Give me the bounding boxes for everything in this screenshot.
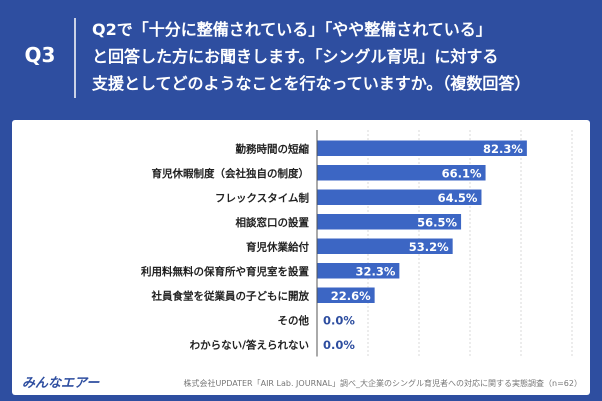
category-label: 相談窓口の設置 (236, 216, 310, 229)
category-label: 育児休暇制度（会社独自の制度） (152, 167, 310, 180)
value-label: 0.0% (323, 338, 355, 352)
question-text: Q2で「十分に整備されている」「やや整備されている」 と回答した方にお聞きします… (92, 16, 592, 97)
header-divider (74, 18, 76, 98)
category-label: フレックスタイム制 (215, 191, 309, 204)
category-label: その他 (278, 314, 310, 327)
value-label: 64.5% (438, 191, 478, 205)
category-label: 勤務時間の短縮 (236, 142, 310, 155)
value-label: 0.0% (323, 313, 355, 327)
value-label: 66.1% (442, 166, 482, 180)
category-label: 利用料無料の保育所や育児室を設置 (141, 265, 309, 278)
bar (317, 165, 486, 181)
bar (317, 263, 400, 279)
bar (317, 287, 375, 303)
category-label: 育児休業給付 (246, 240, 309, 253)
value-label: 32.3% (355, 264, 395, 278)
category-label: 社員食堂を従業員の子どもに開放 (151, 289, 310, 302)
value-label: 53.2% (409, 240, 449, 254)
value-label: 56.5% (417, 215, 457, 229)
question-number: Q3 (24, 43, 56, 67)
bar (317, 238, 453, 254)
value-label: 22.6% (331, 289, 371, 303)
bar (317, 189, 482, 205)
question-line-1: Q2で「十分に整備されている」「やや整備されている」 (92, 20, 492, 39)
chart-panel: 勤務時間の短縮 82.3% 育児休暇制度（会社独自の制度） 66.1% フレックスタイム… (12, 120, 590, 395)
bar (317, 214, 462, 230)
bar (317, 140, 527, 156)
bar-chart: 勤務時間の短縮 82.3% 育児休暇制度（会社独自の制度） 66.1% フレックスタイム… (141, 130, 573, 357)
question-line-3: 支援としてどのようなことを行なっていますか。（複数回答） (92, 74, 531, 93)
value-label: 82.3% (483, 142, 523, 156)
question-header: Q3 Q2で「十分に整備されている」「やや整備されている」 と回答した方にお聞き… (0, 0, 602, 118)
brand-logo: みんなエアー (22, 376, 100, 391)
category-label: わからない/答えられない (190, 338, 309, 351)
source-note: 株式会社UPDATER「AIR Lab. JOURNAL」調べ_大企業のシングル… (183, 379, 582, 388)
question-line-2: と回答した方にお聞きします。「シングル育児」に対する (92, 47, 499, 66)
